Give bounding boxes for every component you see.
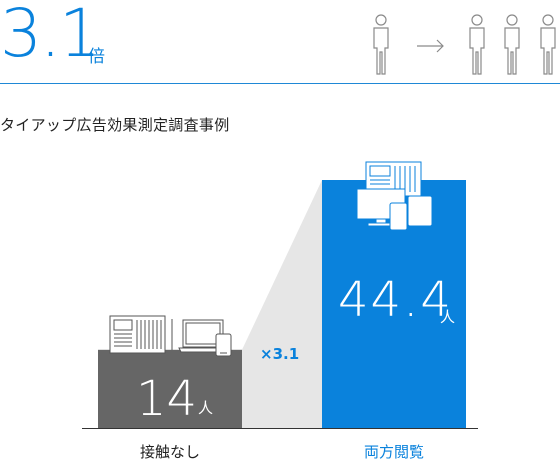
bar-both-viewed-icons xyxy=(356,161,433,231)
header-rule xyxy=(0,83,560,84)
unit-label-no-contact: 人 xyxy=(198,399,213,417)
ratio-funnel xyxy=(242,180,322,428)
arrow-right-icon xyxy=(417,39,444,53)
value-label-both-viewed: 44.4 xyxy=(338,272,453,328)
smartphone-icon xyxy=(389,202,408,231)
smartphone-icon xyxy=(215,333,232,357)
person-icon xyxy=(540,14,556,75)
bar-no-contact xyxy=(98,349,242,428)
unit-label-both-viewed: 人 xyxy=(440,308,455,326)
newspaper-icon xyxy=(109,315,166,354)
person-icon xyxy=(504,14,520,75)
bar-chart: 14 人 44.4 人 ×3.1 xyxy=(82,161,478,429)
ratio-label: ×3.1 xyxy=(260,345,299,363)
category-label-both-viewed: 両方閲覧 xyxy=(363,443,424,461)
multiplier-value: 3.1 xyxy=(0,0,101,72)
person-icon xyxy=(469,14,485,75)
bar-no-contact-icons xyxy=(109,315,232,357)
tablet-icon xyxy=(407,195,433,227)
people-illustration xyxy=(373,14,556,75)
person-icon xyxy=(373,14,389,75)
value-label-no-contact: 14 xyxy=(136,371,197,427)
chart-title: タイアップ広告効果測定調査事例 xyxy=(0,116,230,134)
multiplier-unit: 倍 xyxy=(88,47,105,67)
category-label-no-contact: 接触なし xyxy=(139,443,200,461)
header: 3.1 倍 xyxy=(0,0,560,84)
